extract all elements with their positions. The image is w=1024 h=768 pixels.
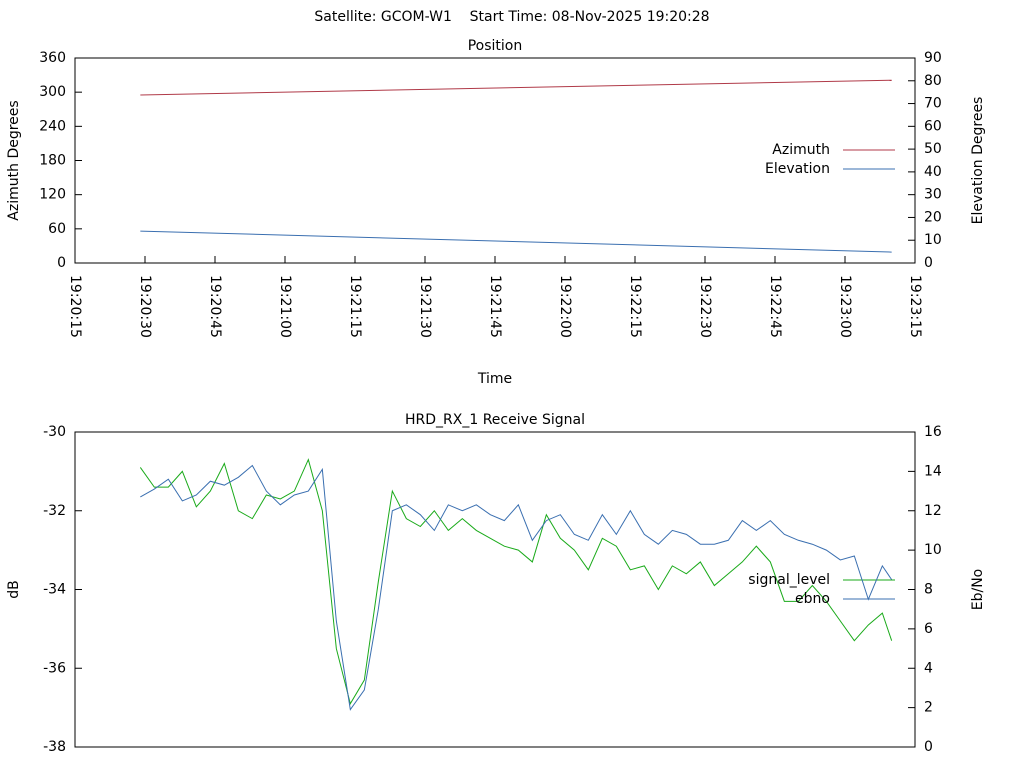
x-tick-label: 19:22:00 — [557, 275, 573, 338]
x-tick-label: 19:23:15 — [907, 275, 923, 338]
series-line — [140, 79, 892, 96]
legend-label: Elevation — [765, 161, 830, 177]
y-tick-label: -32 — [43, 503, 66, 519]
y-axis-label: Azimuth Degrees — [6, 100, 22, 220]
y-tick-label: 60 — [48, 221, 66, 237]
x-tick-label: 19:22:45 — [767, 275, 783, 338]
y-tick-label: 240 — [39, 118, 66, 134]
y2-axis-label: Eb/No — [970, 569, 986, 611]
chart-title: Position — [468, 38, 523, 54]
y2-tick-label: 2 — [924, 700, 933, 716]
y2-tick-label: 16 — [924, 424, 942, 440]
y2-tick-label: 60 — [924, 118, 942, 134]
x-axis-label: Time — [477, 371, 512, 387]
y2-axis-label: Elevation Degrees — [970, 97, 986, 225]
legend-label: signal_level — [748, 572, 830, 588]
series-line — [140, 464, 893, 711]
x-tick-label: 19:23:00 — [837, 275, 853, 338]
y-tick-label: 360 — [39, 50, 66, 66]
y2-tick-label: 30 — [924, 187, 942, 203]
legend-label: Azimuth — [772, 142, 830, 158]
y2-tick-label: 4 — [924, 660, 933, 676]
y2-tick-label: 12 — [924, 503, 942, 519]
y2-tick-label: 14 — [924, 463, 942, 479]
y2-tick-label: 90 — [924, 50, 942, 66]
x-tick-label: 19:22:15 — [627, 275, 643, 338]
y-tick-label: -38 — [43, 739, 66, 755]
y2-tick-label: 50 — [924, 141, 942, 157]
y-tick-label: 0 — [57, 255, 66, 271]
y-tick-label: -36 — [43, 660, 66, 676]
y-tick-label: -34 — [43, 582, 66, 598]
y2-tick-label: 20 — [924, 209, 942, 225]
plot-frame — [74, 431, 916, 748]
header: Satellite: GCOM-W1 Start Time: 08-Nov-20… — [314, 9, 709, 25]
y-tick-label: 120 — [39, 187, 66, 203]
series-line — [139, 458, 893, 705]
x-tick-label: 19:21:15 — [347, 275, 363, 338]
y2-tick-label: 8 — [924, 582, 933, 598]
y2-tick-label: 10 — [924, 542, 942, 558]
y-tick-label: 180 — [39, 153, 66, 169]
x-tick-label: 19:22:30 — [697, 275, 713, 338]
y-tick-label: 300 — [39, 84, 66, 100]
y-tick-label: -30 — [43, 424, 66, 440]
x-tick-label: 19:21:00 — [277, 275, 293, 338]
x-tick-label: 19:21:30 — [417, 275, 433, 338]
x-tick-label: 19:20:15 — [67, 275, 83, 338]
x-tick-label: 19:21:45 — [487, 275, 503, 338]
series-line — [140, 230, 892, 253]
y2-tick-label: 10 — [924, 232, 942, 248]
x-tick-label: 19:20:30 — [137, 275, 153, 338]
legend-label: ebno — [795, 591, 830, 607]
y2-tick-label: 6 — [924, 621, 933, 637]
chart-title: HRD_RX_1 Receive Signal — [405, 412, 585, 428]
y2-tick-label: 0 — [924, 255, 933, 271]
x-tick-label: 19:20:45 — [207, 275, 223, 338]
y2-tick-label: 80 — [924, 73, 942, 89]
y2-tick-label: 0 — [924, 739, 933, 755]
y-axis-label: dB — [6, 580, 22, 599]
y2-tick-label: 40 — [924, 164, 942, 180]
y2-tick-label: 70 — [924, 96, 942, 112]
